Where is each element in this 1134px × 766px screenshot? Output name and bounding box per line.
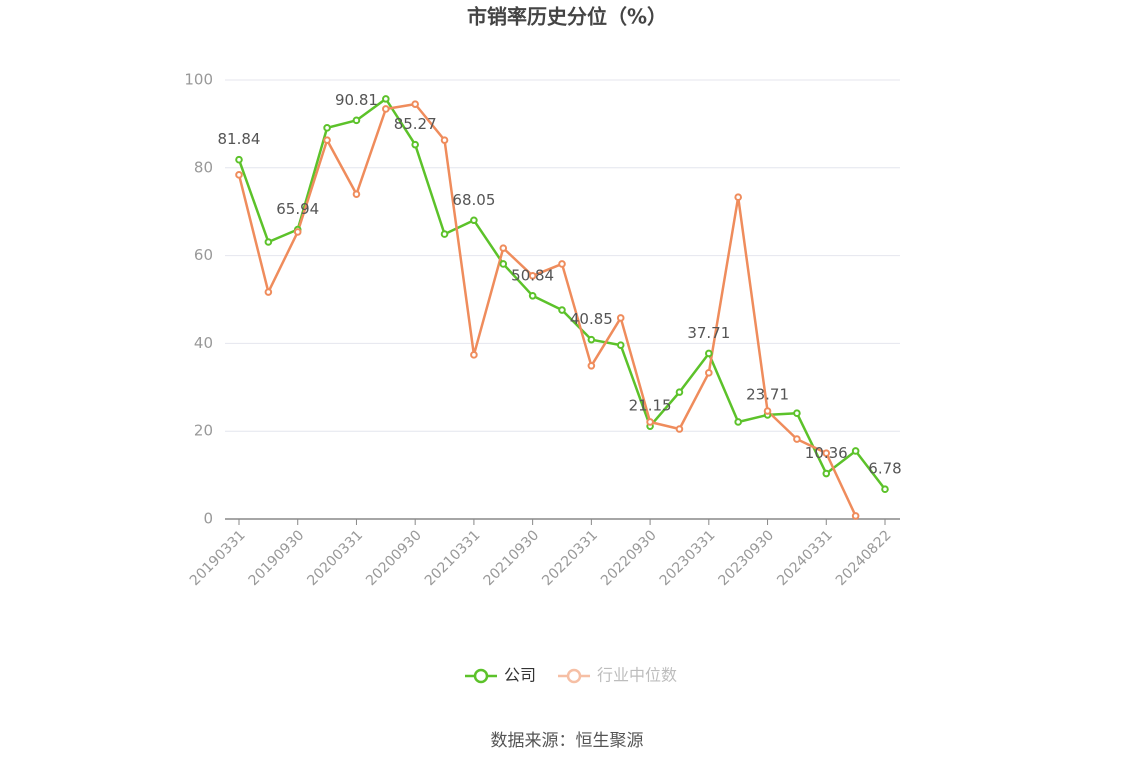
y-tick-label: 60: [194, 246, 213, 264]
point: [734, 193, 742, 202]
x-tick-label: 20220331: [539, 527, 601, 589]
y-tick-label: 100: [184, 71, 213, 89]
chart-title: 市销率历史分位（%）: [467, 5, 667, 29]
point: [323, 124, 331, 132]
point: [235, 155, 243, 164]
data-label: 65.94: [276, 200, 319, 218]
point: [382, 105, 390, 113]
point: [822, 449, 831, 457]
data-label: 90.81: [335, 91, 378, 109]
point: [293, 228, 302, 236]
point: [352, 190, 361, 198]
point: [793, 409, 801, 418]
legend-marker: [473, 668, 489, 684]
point: [499, 244, 508, 252]
point: [705, 349, 713, 358]
data-label: 68.05: [452, 191, 495, 209]
point: [264, 288, 273, 296]
y-tick-label: 80: [194, 158, 213, 176]
point: [411, 140, 419, 149]
point: [763, 407, 772, 415]
data-label: 21.15: [629, 397, 672, 415]
x-tick-label: 20210331: [422, 527, 484, 589]
data-label: 23.71: [746, 385, 789, 403]
point: [323, 136, 331, 144]
point: [528, 292, 537, 300]
point: [264, 238, 273, 246]
point: [558, 260, 566, 268]
y-tick-label: 40: [194, 334, 213, 352]
data-label: 81.84: [218, 130, 261, 148]
legend-item: 行业中位数: [558, 666, 677, 685]
point: [470, 351, 478, 359]
point: [675, 388, 684, 396]
legend-marker: [566, 668, 582, 684]
point: [734, 418, 742, 426]
x-tick-label: 20210930: [481, 527, 543, 589]
point: [382, 95, 390, 103]
data-label: 40.85: [570, 310, 613, 328]
series-line: [237, 102, 857, 517]
point: [822, 469, 831, 478]
x-tick-label: 20240331: [774, 527, 836, 589]
y-tick-label: 20: [194, 422, 213, 440]
x-tick-label: 20200331: [304, 527, 366, 589]
point: [646, 418, 654, 426]
point: [793, 435, 801, 443]
point: [851, 512, 860, 520]
point: [528, 271, 537, 280]
point: [587, 335, 596, 344]
legend-label: 公司: [504, 666, 536, 685]
point: [881, 485, 889, 494]
point: [675, 425, 684, 433]
data-label: 10.36: [805, 444, 848, 462]
x-tick-label: 20190331: [187, 527, 249, 589]
data-label: 6.78: [868, 460, 901, 478]
x-tick-label: 20240822: [833, 527, 895, 589]
x-tick-label: 20190930: [246, 527, 308, 589]
point: [616, 314, 625, 322]
point: [470, 216, 478, 225]
legend-label: 行业中位数: [597, 666, 677, 685]
point: [440, 230, 449, 238]
data-label: 37.71: [687, 324, 730, 342]
source: 数据来源：恒生聚源: [491, 731, 644, 751]
point: [558, 306, 566, 314]
data-label: 50.84: [511, 266, 554, 284]
point: [411, 100, 419, 108]
x-tick-label: 20230930: [715, 527, 777, 589]
x-tick-label: 20220930: [598, 527, 660, 589]
x-tick-label: 20200930: [363, 527, 425, 589]
x-tick-label: 20230331: [657, 527, 719, 589]
point: [352, 116, 361, 125]
legend-item: 公司: [465, 666, 536, 685]
point: [499, 260, 508, 268]
point: [440, 136, 449, 144]
point: [705, 369, 713, 377]
point: [616, 341, 625, 349]
data-label: 85.27: [394, 115, 437, 133]
point: [587, 361, 596, 370]
point: [851, 447, 860, 455]
y-tick-label: 0: [203, 510, 213, 528]
point: [235, 171, 243, 179]
